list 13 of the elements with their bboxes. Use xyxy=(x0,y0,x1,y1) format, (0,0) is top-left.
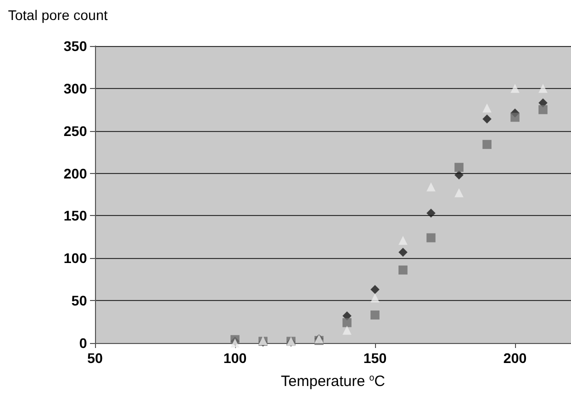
y-tick-label: 200 xyxy=(64,165,88,182)
y-tick-label: 150 xyxy=(64,208,88,224)
x-tick-label: 50 xyxy=(87,350,103,366)
x-tick-label: 200 xyxy=(503,350,527,366)
y-tick-label: 350 xyxy=(64,38,88,54)
y-axis-title: Total pore count xyxy=(8,7,108,23)
y-tick-label: 100 xyxy=(64,250,88,266)
y-tick-label: 300 xyxy=(64,80,88,96)
x-tick-label: 100 xyxy=(223,350,247,366)
y-tick-label: 0 xyxy=(79,335,88,351)
x-tick-label: 150 xyxy=(363,350,387,366)
y-tick-label: 50 xyxy=(71,292,88,309)
y-tick-label: 250 xyxy=(64,122,88,139)
